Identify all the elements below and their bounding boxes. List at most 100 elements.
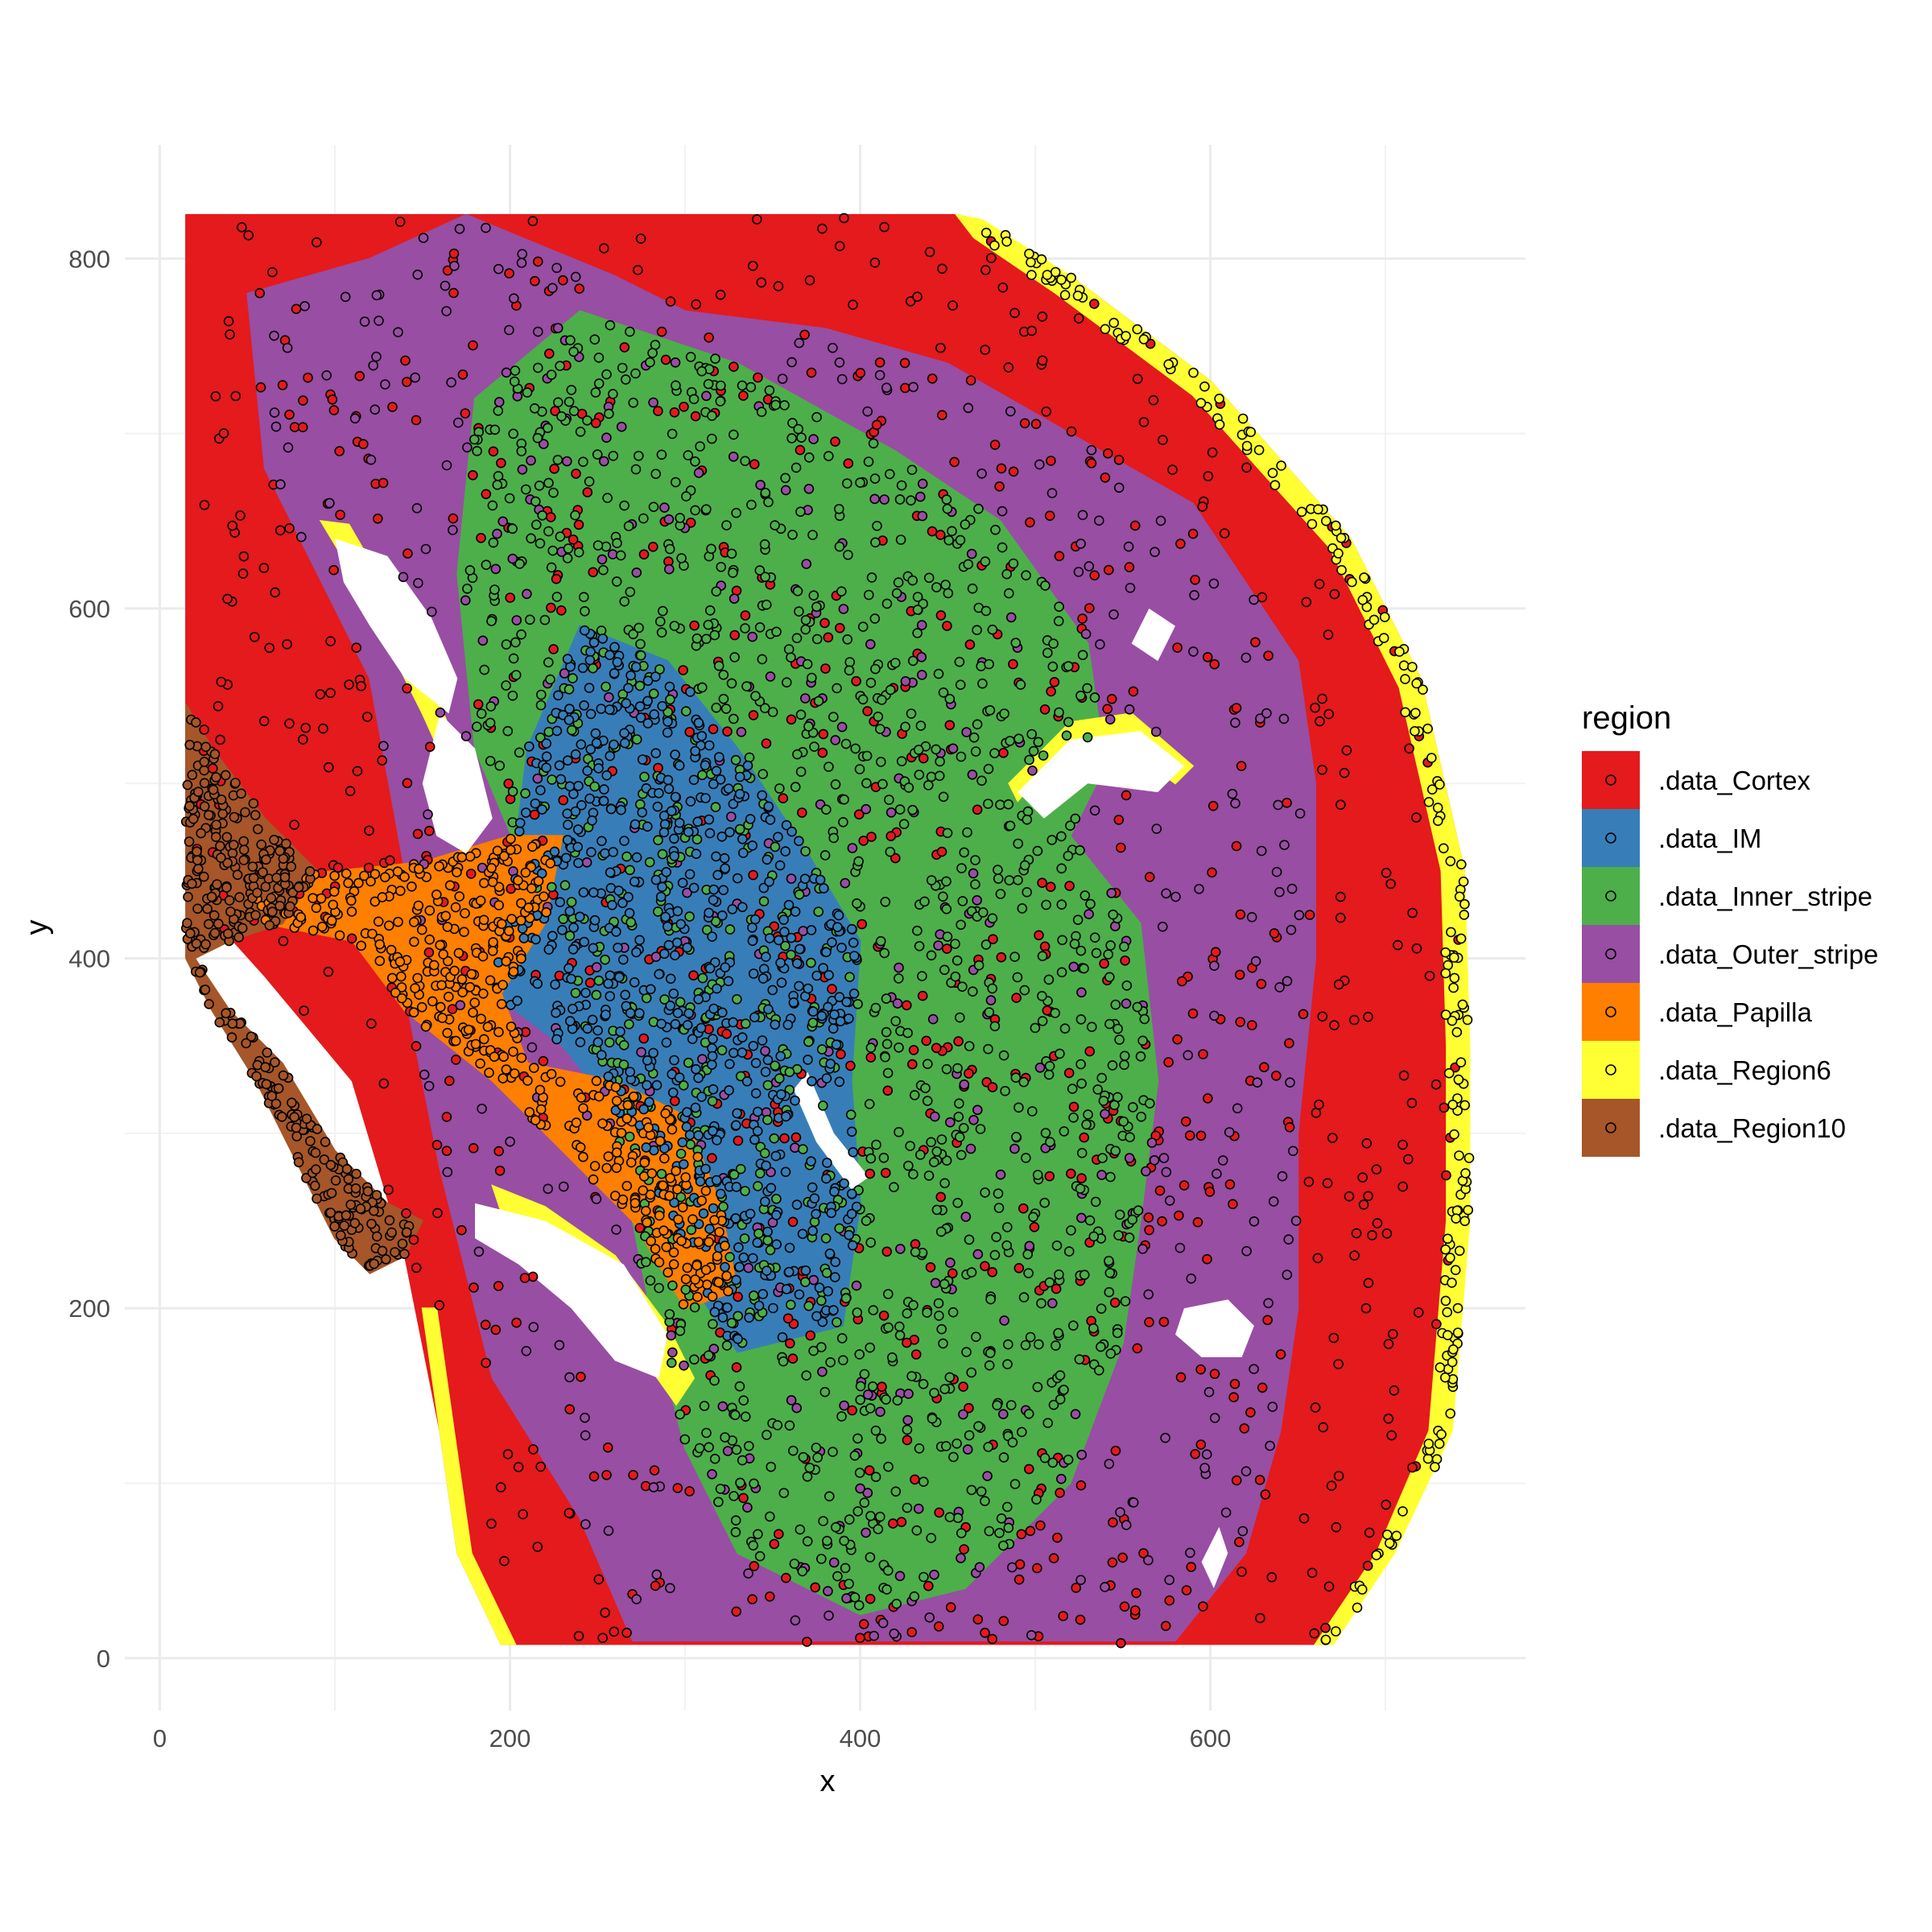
cell-point [591, 737, 602, 749]
cell-point [1146, 1137, 1158, 1148]
cell-point [847, 843, 858, 853]
cell-point [865, 1042, 877, 1053]
cell-point [291, 1131, 303, 1141]
cell-point [378, 477, 389, 489]
legend-label: .data_Inner_stripe [1658, 881, 1872, 911]
cell-point [998, 1409, 1009, 1419]
cell-point [822, 1535, 832, 1546]
cell-point [721, 520, 732, 530]
cell-point [625, 917, 637, 927]
cell-point [532, 326, 543, 337]
cell-point [903, 782, 914, 793]
cell-point [1158, 1316, 1170, 1327]
cell-point [1229, 1378, 1241, 1389]
cell-point [806, 925, 817, 935]
cell-point [412, 972, 423, 984]
cell-point [612, 538, 622, 549]
cell-point [1237, 413, 1249, 424]
cell-point [709, 1375, 720, 1386]
cell-point [726, 1318, 737, 1328]
cell-point [660, 1108, 671, 1119]
cell-point [650, 671, 661, 682]
cell-point [386, 972, 398, 984]
cell-point [1282, 976, 1293, 987]
cell-point [1012, 972, 1023, 983]
cell-point [1263, 650, 1274, 661]
cell-point [1388, 1328, 1398, 1340]
cell-point [895, 1244, 906, 1254]
cell-point [773, 935, 784, 946]
cell-point [1449, 972, 1460, 984]
cell-point [418, 233, 429, 243]
cell-point [1322, 1178, 1333, 1189]
cell-point [625, 326, 635, 337]
cell-point [397, 1238, 408, 1249]
cell-point [1033, 737, 1044, 748]
cell-point [493, 1026, 504, 1038]
cell-point [609, 667, 620, 679]
cell-point [689, 1302, 700, 1313]
cell-point [603, 978, 613, 989]
cell-point [1335, 799, 1346, 811]
cell-point [588, 1174, 599, 1185]
cell-point [466, 968, 477, 980]
cell-point [1128, 1497, 1139, 1508]
cell-point [323, 966, 334, 977]
cell-point [400, 355, 411, 366]
cell-point [1198, 1601, 1208, 1612]
cell-point [842, 478, 852, 489]
cell-point [444, 880, 456, 891]
cell-point [1158, 1153, 1170, 1163]
cell-point [690, 1274, 700, 1285]
cell-point [1368, 614, 1380, 625]
cell-point [521, 1346, 532, 1356]
cell-point [777, 374, 788, 384]
cell-point [631, 947, 642, 958]
cell-point [711, 1174, 722, 1186]
cell-point [671, 937, 683, 948]
cell-point [1397, 1139, 1408, 1150]
cell-point [1128, 1102, 1138, 1113]
cell-point [199, 724, 209, 735]
cell-point [814, 1282, 825, 1293]
cell-point [680, 1284, 691, 1295]
cell-point [247, 861, 258, 872]
cell-point [944, 693, 956, 704]
cell-point [952, 955, 963, 966]
cell-point [620, 989, 631, 1001]
cell-point [844, 1579, 854, 1589]
cell-point [677, 1202, 688, 1213]
cell-point [670, 1018, 681, 1030]
cell-point [734, 1381, 745, 1392]
cell-point [704, 740, 715, 751]
cell-point [726, 548, 737, 559]
cell-point [757, 790, 768, 801]
cell-point [1051, 1241, 1063, 1251]
cell-point [691, 633, 703, 644]
legend: region .data_Cortex.data_IM.data_Inner_s… [1582, 700, 1878, 1157]
cell-point [1445, 856, 1456, 867]
cell-point [834, 992, 845, 1002]
cell-point [902, 1424, 913, 1435]
cell-point [617, 1194, 629, 1205]
cell-point [1109, 1100, 1120, 1111]
cell-point [600, 848, 610, 859]
cell-point [601, 1162, 613, 1174]
cell-point [568, 1003, 578, 1014]
cell-point [232, 869, 243, 880]
cell-point [723, 783, 734, 795]
cell-point [1276, 460, 1286, 471]
cell-point [628, 1091, 639, 1102]
cell-point [780, 940, 791, 952]
cell-point [796, 807, 807, 818]
cell-point [410, 983, 420, 993]
cell-point [740, 623, 750, 634]
cell-point [832, 683, 842, 694]
cell-point [625, 865, 635, 876]
cell-point [588, 567, 599, 578]
cell-point [802, 658, 813, 670]
cell-point [210, 390, 221, 402]
cell-point [944, 1512, 956, 1522]
cell-point [909, 1591, 920, 1602]
cell-point [402, 778, 413, 789]
